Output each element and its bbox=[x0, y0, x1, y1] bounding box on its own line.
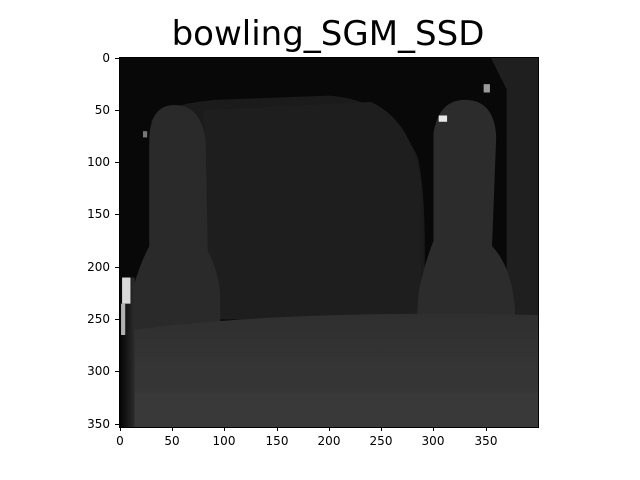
x-tick bbox=[486, 427, 487, 431]
disparity-map-graphic bbox=[120, 58, 538, 427]
x-tick-label: 0 bbox=[116, 434, 124, 448]
y-tick-label: 150 bbox=[87, 207, 110, 221]
x-tick bbox=[120, 427, 121, 431]
y-tick bbox=[115, 162, 119, 163]
x-tick bbox=[172, 427, 173, 431]
y-tick-label: 300 bbox=[87, 364, 110, 378]
y-tick bbox=[115, 424, 119, 425]
x-tick bbox=[277, 427, 278, 431]
x-tick bbox=[224, 427, 225, 431]
x-tick-label: 300 bbox=[421, 434, 445, 448]
y-tick-label: 200 bbox=[87, 260, 110, 274]
y-tick bbox=[115, 267, 119, 268]
y-tick bbox=[115, 110, 119, 111]
x-tick-label: 200 bbox=[317, 434, 341, 448]
x-tick-label: 50 bbox=[164, 434, 180, 448]
y-tick-label: 50 bbox=[94, 103, 110, 117]
x-tick-label: 350 bbox=[474, 434, 498, 448]
y-tick-label: 250 bbox=[87, 312, 110, 326]
y-tick bbox=[115, 319, 119, 320]
x-tick bbox=[433, 427, 434, 431]
y-tick bbox=[115, 58, 119, 59]
x-tick bbox=[329, 427, 330, 431]
x-tick bbox=[381, 427, 382, 431]
y-tick bbox=[115, 214, 119, 215]
y-tick-label: 0 bbox=[102, 51, 110, 65]
y-tick-label: 350 bbox=[87, 417, 110, 431]
y-tick-label: 100 bbox=[87, 155, 110, 169]
x-tick-label: 150 bbox=[265, 434, 289, 448]
plot-title: bowling_SGM_SSD bbox=[171, 14, 485, 54]
x-tick-label: 250 bbox=[369, 434, 393, 448]
disparity-map-image bbox=[120, 58, 538, 427]
y-tick bbox=[115, 371, 119, 372]
x-tick-label: 100 bbox=[212, 434, 236, 448]
